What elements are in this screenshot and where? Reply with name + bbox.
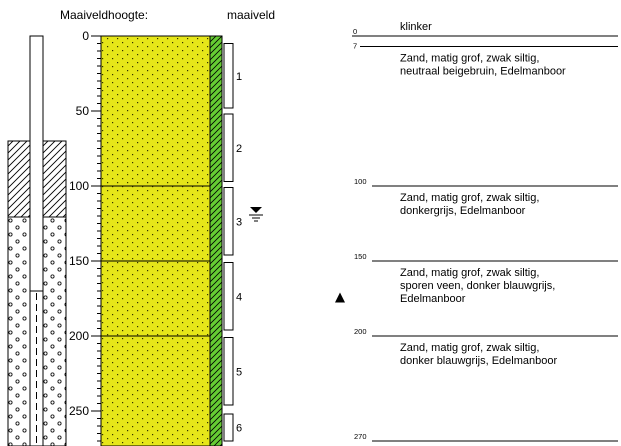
depth-tick-label: 150 — [69, 254, 89, 268]
depth-tick-label: 250 — [69, 404, 89, 418]
well-screen — [29, 290, 44, 446]
sample-interval-box — [223, 43, 234, 109]
layer-description: neutraal beigebruin, Edelmanboor — [400, 66, 566, 78]
sample-label: 3 — [236, 216, 242, 228]
groundwater-level-icon — [249, 207, 263, 222]
end-depth-label: 270 — [354, 432, 367, 441]
layer-description: donker blauwgrijs, Edelmanboor — [400, 355, 557, 367]
layer-description: donkergrijs, Edelmanboor — [400, 205, 526, 217]
surface-strip — [209, 35, 223, 446]
layer-depth-label: 7 — [353, 42, 357, 51]
surface-label: maaiveld — [227, 8, 275, 22]
layer-depth-label: 100 — [354, 177, 367, 186]
sample-interval-box — [223, 187, 234, 256]
layer-description: sporen veen, donker blauwgrijs, — [400, 280, 555, 292]
triangle-marker-icon — [335, 292, 345, 303]
depth-tick-label: 100 — [69, 179, 89, 193]
sample-interval-box — [223, 337, 234, 406]
layer-description: Zand, matig grof, zwak siltig, — [400, 342, 539, 354]
sample-interval-box — [223, 413, 234, 442]
layer-description: klinker — [400, 21, 432, 33]
groundwater-triangle — [250, 207, 262, 213]
sample-interval-box — [223, 113, 234, 182]
sample-label: 1 — [236, 71, 242, 83]
sample-label: 2 — [236, 143, 242, 155]
sample-intervals: 1 2 3 4 5 6 — [223, 43, 242, 442]
layer-description: Zand, matig grof, zwak siltig, — [400, 267, 539, 279]
elevation-label: Maaiveldhoogte: — [60, 8, 148, 22]
well-construction — [7, 35, 67, 446]
sand-column — [100, 35, 211, 446]
sample-label: 6 — [236, 423, 242, 435]
layer-depth-label: 0 — [353, 27, 357, 36]
depth-tick-label: 200 — [69, 329, 89, 343]
depth-axis: 0 50 100 150 200 250 — [69, 29, 102, 446]
layer-description: Edelmanboor — [400, 293, 466, 305]
layer-depth-label: 200 — [354, 327, 367, 336]
layer-description: Zand, matig grof, zwak siltig, — [400, 53, 539, 65]
depth-tick-label: 0 — [82, 29, 89, 43]
layer-description: Zand, matig grof, zwak siltig, — [400, 192, 539, 204]
sample-label: 4 — [236, 291, 242, 303]
layer-depth-label: 150 — [354, 252, 367, 261]
lithology-column — [100, 35, 223, 446]
sample-interval-box — [223, 262, 234, 331]
depth-tick-label: 50 — [76, 104, 90, 118]
sample-label: 5 — [236, 366, 242, 378]
lithology-boundaries — [101, 185, 210, 337]
